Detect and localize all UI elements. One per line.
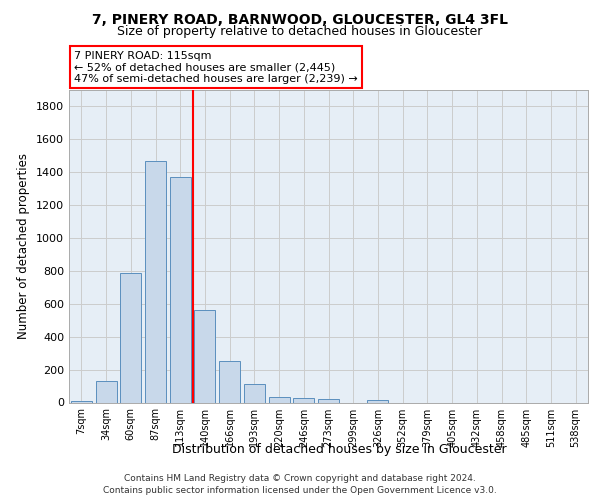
Bar	[219, 362, 240, 403]
Bar	[293, 398, 314, 402]
Bar	[71, 401, 92, 402]
Text: 7 PINERY ROAD: 115sqm
← 52% of detached houses are smaller (2,445)
47% of semi-d: 7 PINERY ROAD: 115sqm ← 52% of detached …	[74, 50, 358, 84]
Bar	[120, 272, 141, 402]
Bar	[170, 177, 191, 402]
Bar	[95, 381, 116, 402]
Bar	[269, 396, 290, 402]
Bar	[145, 160, 166, 402]
Text: Size of property relative to detached houses in Gloucester: Size of property relative to detached ho…	[118, 25, 482, 38]
Bar	[318, 399, 339, 402]
Text: Contains public sector information licensed under the Open Government Licence v3: Contains public sector information licen…	[103, 486, 497, 495]
Y-axis label: Number of detached properties: Number of detached properties	[17, 153, 31, 339]
Bar	[244, 384, 265, 402]
Bar	[194, 310, 215, 402]
Bar	[367, 400, 388, 402]
Text: 7, PINERY ROAD, BARNWOOD, GLOUCESTER, GL4 3FL: 7, PINERY ROAD, BARNWOOD, GLOUCESTER, GL…	[92, 12, 508, 26]
Text: Distribution of detached houses by size in Gloucester: Distribution of detached houses by size …	[172, 442, 506, 456]
Text: Contains HM Land Registry data © Crown copyright and database right 2024.: Contains HM Land Registry data © Crown c…	[124, 474, 476, 483]
